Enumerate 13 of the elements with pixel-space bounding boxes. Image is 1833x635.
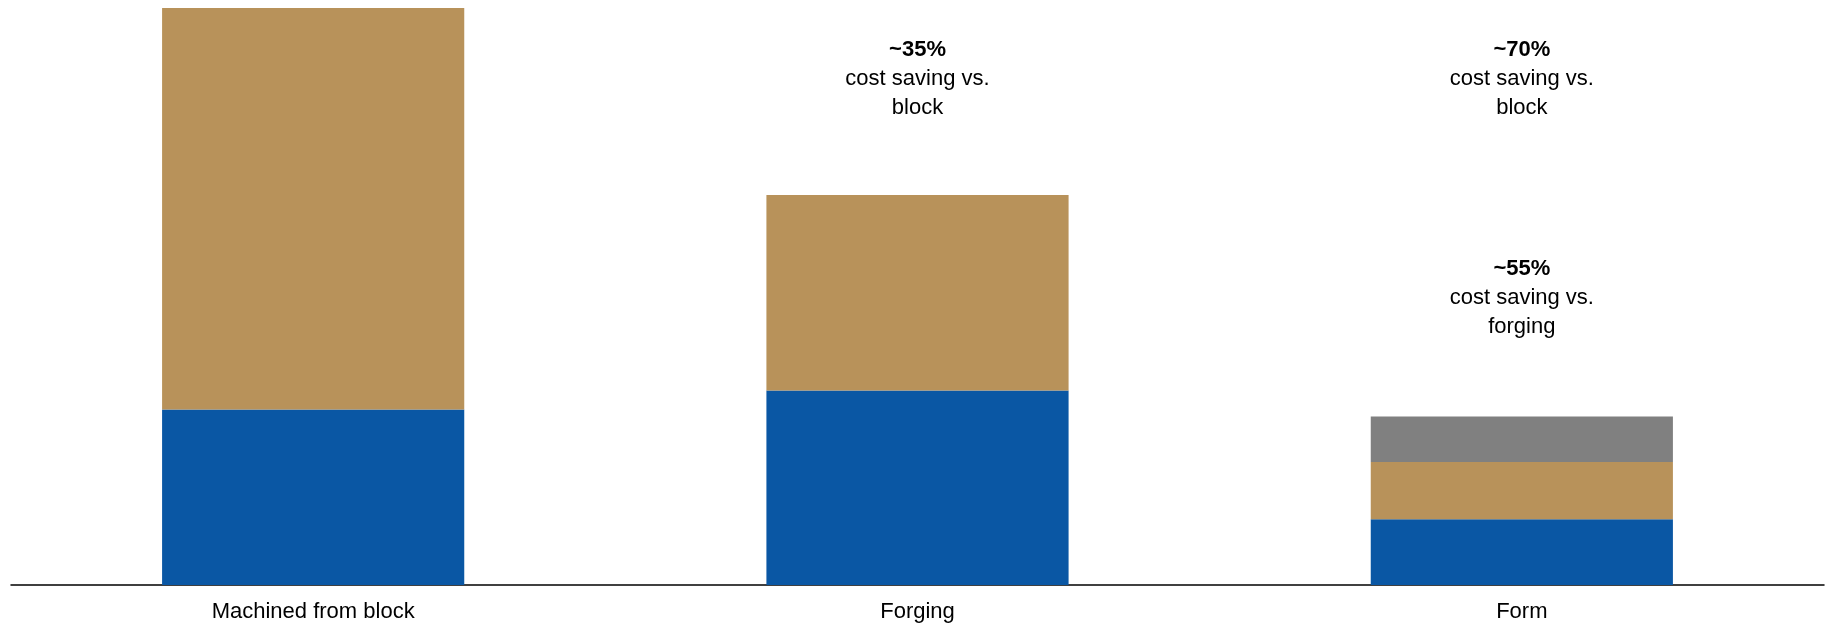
x-tick-label: Forging [880, 597, 955, 623]
bar [766, 390, 1069, 585]
bar [1370, 416, 1673, 463]
bar [1370, 519, 1673, 585]
bar [1370, 462, 1673, 520]
annotation: ~70% cost saving vs. block [1449, 35, 1594, 119]
annotation: ~35% cost saving vs. block [845, 35, 990, 119]
x-tick-label: Form [1496, 597, 1548, 623]
bar [162, 409, 465, 585]
x-tick-label: Machined from block [211, 597, 416, 623]
bar [162, 8, 465, 410]
bar [766, 194, 1069, 391]
annotation: ~55% cost saving vs. forging [1449, 255, 1594, 338]
